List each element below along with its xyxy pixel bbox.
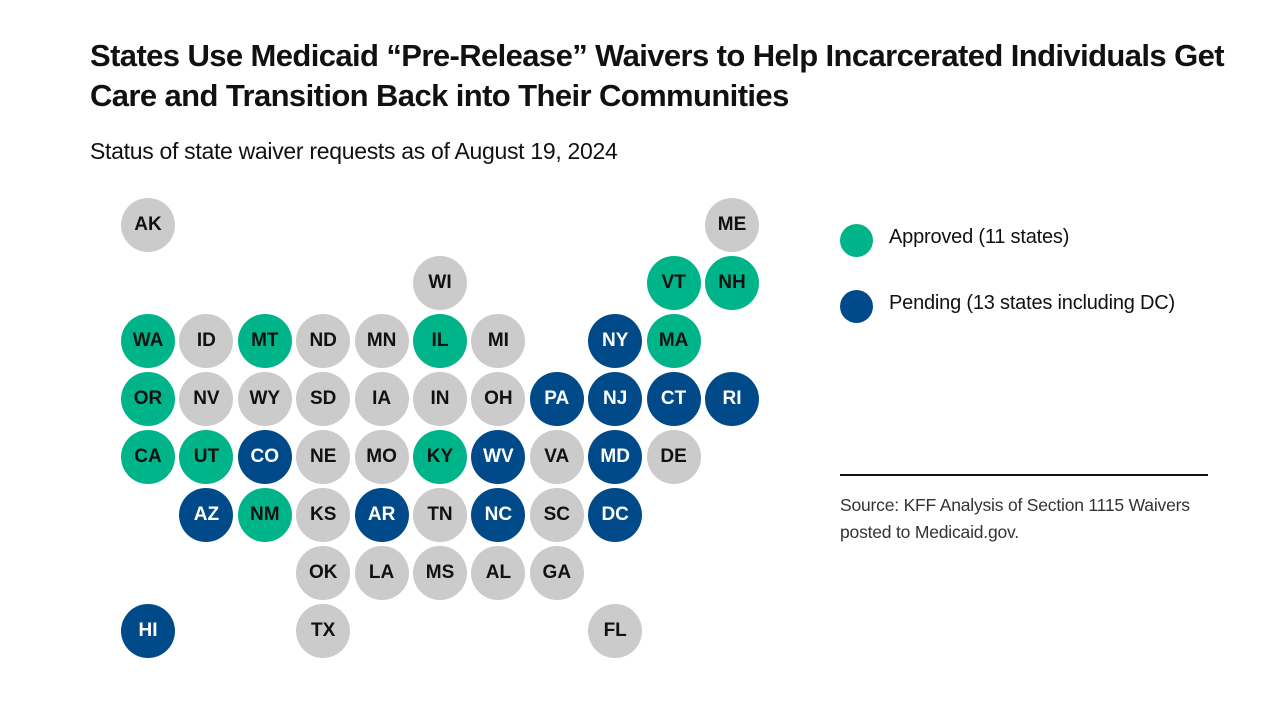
state-tile-az: AZ [179, 488, 234, 542]
state-tile-mt: MT [237, 314, 292, 368]
state-tile-tx: TX [296, 604, 351, 658]
state-tile-ga: GA [529, 546, 584, 600]
state-tile-tn: TN [413, 488, 467, 542]
state-tile-hi: HI [121, 604, 175, 658]
state-tile-ca: CA [121, 430, 175, 484]
state-tile-pa: PA [529, 372, 584, 426]
state-tile-ok: OK [296, 546, 351, 600]
state-tile-ma: MA [646, 314, 701, 368]
state-tile-oh: OH [471, 372, 526, 426]
state-tile-or: OR [121, 372, 175, 426]
chart-subtitle: Status of state waiver requests as of Au… [90, 138, 618, 164]
tile-map: AK ME WI VT NH WA ID MT ND MN IL MI NY MA OR NV WY SD IA IN… [121, 198, 759, 658]
state-tile-md: MD [588, 430, 643, 484]
state-tile-ky: KY [413, 430, 467, 484]
state-tile-dc: DC [588, 488, 643, 542]
state-tile-ks: KS [296, 488, 351, 542]
state-tile-fl: FL [588, 604, 643, 658]
state-tile-nv: NV [179, 372, 234, 426]
state-tile-sc: SC [529, 488, 584, 542]
state-tile-me: ME [705, 198, 759, 252]
state-tile-nm: NM [237, 488, 292, 542]
state-tile-mi: MI [471, 314, 526, 368]
state-tile-ak: AK [121, 198, 175, 252]
state-tile-de: DE [646, 430, 701, 484]
state-tile-wy: WY [237, 372, 292, 426]
state-tile-id: ID [179, 314, 234, 368]
state-tile-ar: AR [354, 488, 409, 542]
state-tile-ne: NE [296, 430, 351, 484]
state-tile-mn: MN [354, 314, 409, 368]
state-tile-al: AL [471, 546, 526, 600]
chart-title: States Use Medicaid “Pre-Release” Waiver… [90, 38, 1225, 113]
legend-label-pending: Pending (13 states including DC) [889, 292, 1175, 314]
state-tile-nj: NJ [588, 372, 643, 426]
state-tile-ut: UT [179, 430, 234, 484]
state-tile-il: IL [413, 314, 467, 368]
source-note: Source: KFF Analysis of Section 1115 Wai… [840, 495, 1190, 542]
state-tile-va: VA [529, 430, 584, 484]
state-tile-ct: CT [646, 372, 701, 426]
state-tile-nc: NC [471, 488, 526, 542]
state-tile-co: CO [237, 430, 292, 484]
state-tile-nh: NH [705, 256, 759, 310]
divider [840, 474, 1208, 476]
state-tile-wi: WI [413, 256, 467, 310]
pending-swatch-icon [840, 290, 873, 323]
state-tile-mo: MO [354, 430, 409, 484]
state-tile-ms: MS [413, 546, 467, 600]
state-tile-sd: SD [296, 372, 351, 426]
state-tile-ri: RI [705, 372, 759, 426]
state-tile-ia: IA [354, 372, 409, 426]
state-tile-wa: WA [121, 314, 175, 368]
state-tile-vt: VT [646, 256, 701, 310]
state-tile-la: LA [354, 546, 409, 600]
state-tile-nd: ND [296, 314, 351, 368]
approved-swatch-icon [840, 224, 873, 257]
state-tile-ny: NY [588, 314, 643, 368]
legend-label-approved: Approved (11 states) [889, 226, 1070, 248]
state-tile-wv: WV [471, 430, 526, 484]
state-tile-in: IN [413, 372, 467, 426]
